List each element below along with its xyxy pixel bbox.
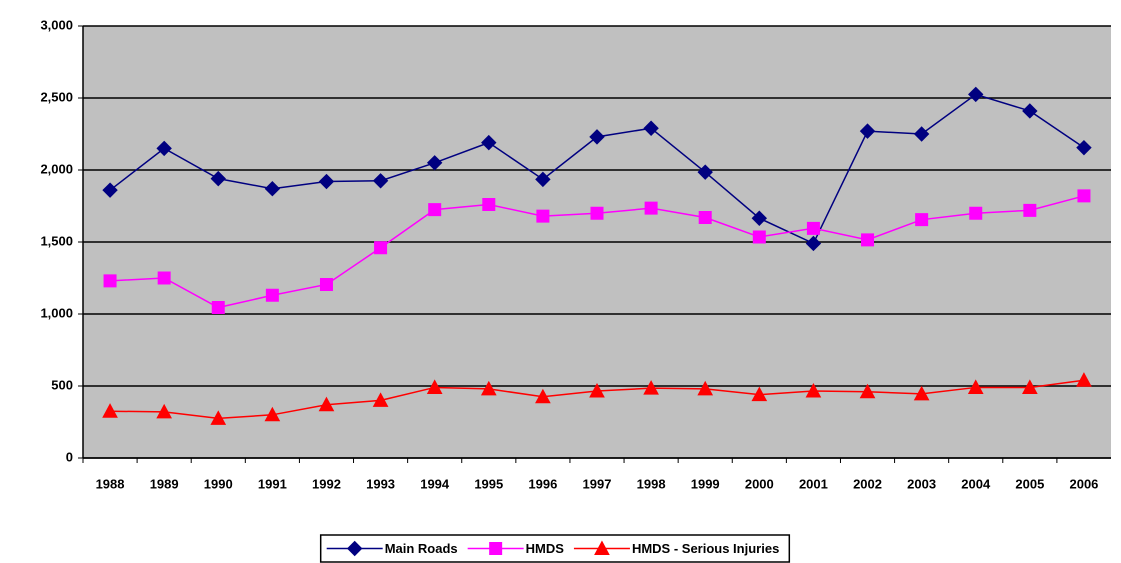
data-point: [751, 210, 768, 226]
data-point: [859, 383, 876, 399]
x-tick-label: 1990: [204, 476, 233, 491]
data-point: [805, 382, 822, 398]
data-point: [102, 182, 118, 198]
y-tick-label: 2,500: [40, 89, 73, 104]
data-point: [210, 170, 226, 187]
x-tick-label: 2001: [799, 476, 828, 491]
data-point: [913, 385, 930, 401]
data-point: [480, 380, 497, 396]
x-tick-label: 1992: [312, 476, 341, 491]
data-point: [1077, 189, 1091, 203]
x-tick-label: 2003: [907, 476, 936, 491]
x-tick-label: 1994: [420, 476, 450, 491]
data-point: [536, 209, 550, 223]
legend-label: HMDS: [526, 541, 565, 556]
legend-marker: [594, 540, 610, 555]
data-point: [752, 230, 766, 244]
data-point: [697, 380, 714, 396]
y-tick-label: 500: [51, 377, 73, 392]
data-point: [968, 86, 984, 103]
x-tick-label: 1989: [150, 476, 179, 491]
legend-marker: [489, 542, 503, 555]
data-point: [1076, 139, 1092, 156]
x-tick-label: 2004: [961, 476, 991, 491]
data-point: [535, 171, 551, 188]
data-point: [913, 126, 930, 142]
data-point: [157, 271, 171, 285]
data-point: [1022, 103, 1038, 119]
data-point: [374, 241, 388, 255]
data-point: [482, 198, 496, 212]
x-tick-label: 2002: [853, 476, 882, 491]
data-point: [156, 403, 172, 419]
data-point: [481, 134, 497, 151]
x-tick-label: 2006: [1069, 476, 1098, 491]
data-point: [967, 379, 984, 394]
x-tick-label: 1993: [366, 476, 395, 491]
data-point: [589, 382, 605, 398]
data-point: [264, 181, 281, 197]
legend-marker: [346, 540, 363, 557]
data-point: [210, 410, 227, 425]
y-tick-label: 2,000: [40, 161, 73, 176]
data-point: [319, 277, 333, 291]
data-point: [643, 120, 659, 136]
data-point: [426, 379, 443, 394]
legend-label: Main Roads: [385, 541, 458, 556]
data-point: [265, 288, 279, 302]
data-point: [590, 206, 604, 220]
x-tick-label: 1988: [96, 476, 125, 491]
data-point: [103, 274, 117, 288]
x-tick-label: 1991: [258, 476, 287, 491]
data-point: [644, 201, 658, 215]
data-point: [372, 392, 389, 407]
data-point: [372, 173, 389, 189]
data-point: [643, 380, 659, 395]
y-tick-label: 3,000: [40, 17, 73, 32]
legend-label: HMDS - Serious Injuries: [632, 541, 779, 556]
data-point: [102, 403, 118, 418]
data-point: [1023, 203, 1037, 217]
y-tick-label: 0: [66, 449, 73, 464]
data-point: [698, 211, 712, 225]
x-tick-label: 1999: [691, 476, 720, 491]
data-point: [318, 173, 335, 190]
data-point: [969, 206, 983, 220]
x-tick-label: 2000: [745, 476, 774, 491]
data-point: [915, 213, 929, 227]
data-point: [318, 396, 335, 412]
y-tick-label: 1,500: [40, 233, 73, 248]
data-point: [211, 301, 225, 315]
data-point: [806, 221, 820, 235]
y-tick-label: 1,000: [40, 305, 73, 320]
x-tick-label: 1998: [637, 476, 666, 491]
data-point: [1022, 379, 1038, 394]
x-tick-label: 1995: [474, 476, 503, 491]
data-point: [859, 123, 876, 139]
data-point: [805, 235, 822, 252]
data-point: [535, 388, 551, 404]
data-point: [264, 406, 281, 422]
data-point: [426, 155, 443, 171]
x-tick-label: 1996: [528, 476, 557, 491]
data-point: [697, 164, 713, 180]
data-point: [156, 140, 172, 157]
x-tick-label: 1997: [583, 476, 612, 491]
data-point: [589, 129, 605, 145]
x-tick-label: 2005: [1015, 476, 1044, 491]
data-point: [1076, 372, 1092, 387]
data-point: [751, 386, 768, 402]
legend: [319, 534, 791, 563]
data-point: [428, 203, 442, 217]
data-point: [861, 233, 875, 247]
